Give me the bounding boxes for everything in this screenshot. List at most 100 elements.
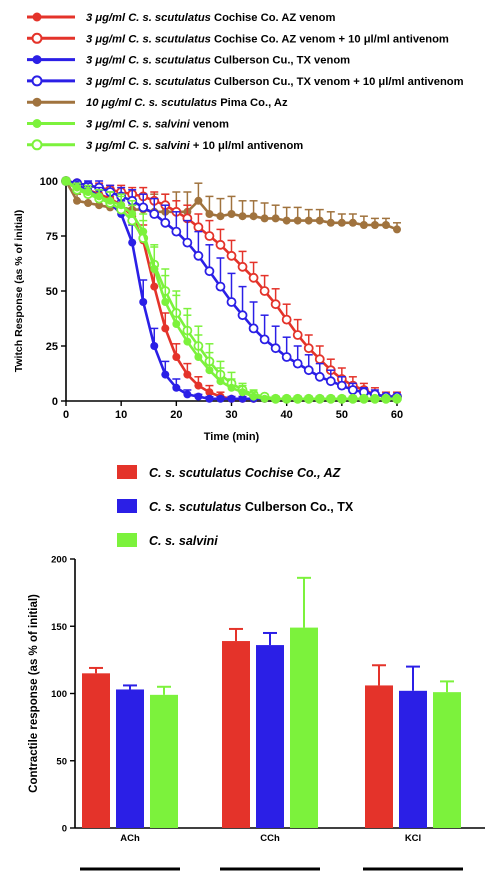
legend-color-swatch	[117, 533, 137, 547]
data-point-open	[314, 354, 325, 365]
data-point	[117, 201, 126, 210]
data-point	[238, 388, 247, 397]
data-point-open	[281, 352, 292, 362]
data-point	[205, 366, 214, 375]
data-point	[216, 377, 225, 386]
data-point	[62, 177, 70, 185]
data-point-open	[325, 376, 336, 387]
data-point	[205, 394, 214, 403]
data-point-open	[171, 226, 182, 237]
y-tick-label: 50	[56, 756, 67, 767]
data-point	[271, 214, 280, 223]
legend-label: 10 μg/ml C. s. scutulatus Pima Co., Az	[86, 97, 288, 109]
legend-marker-open	[31, 75, 43, 87]
data-point	[260, 394, 269, 403]
data-point-open	[292, 358, 303, 369]
data-point	[183, 370, 192, 379]
data-point-open	[204, 231, 215, 241]
legend-species: C. s. salvini	[128, 140, 190, 152]
x-tick-label: 0	[63, 409, 69, 421]
data-point-open	[149, 209, 160, 219]
bar	[116, 689, 144, 828]
x-tick-label: 10	[115, 409, 127, 421]
bar	[365, 685, 393, 828]
data-point	[194, 353, 203, 361]
x-tick-label: 60	[391, 409, 403, 421]
data-point	[227, 394, 236, 403]
legend-label: 3 μg/ml C. s. salvini venom	[86, 119, 229, 131]
data-point	[393, 394, 401, 403]
data-point	[293, 216, 302, 225]
data-point	[260, 214, 269, 223]
data-point	[183, 337, 192, 346]
legend-color-swatch	[117, 465, 137, 479]
data-point	[95, 192, 104, 201]
data-point	[348, 218, 357, 227]
data-point	[293, 394, 302, 403]
legend-dose: 3 μg/ml	[86, 140, 128, 152]
y-tick-label: 200	[51, 555, 67, 566]
data-point	[359, 394, 368, 403]
data-point	[95, 201, 104, 210]
bar	[222, 641, 250, 828]
y-tick-label: 25	[46, 341, 58, 353]
legend-detail: Cochise Co. AZ venom	[211, 12, 336, 24]
data-point-open	[270, 299, 281, 310]
data-point	[172, 320, 181, 328]
bar	[290, 627, 318, 828]
data-point	[304, 394, 313, 403]
legend-dose: 3 μg/ml	[86, 119, 128, 131]
data-point	[73, 183, 82, 192]
data-point	[139, 298, 148, 306]
data-point	[172, 353, 181, 361]
legend-detail: Pima Co., Az	[217, 97, 288, 109]
data-point-open	[281, 314, 292, 325]
data-point-open	[226, 297, 237, 307]
legend-marker-open	[31, 139, 43, 151]
data-point	[381, 221, 390, 229]
data-point	[337, 218, 346, 227]
bar	[399, 690, 427, 828]
x-category-label: ACh	[120, 833, 140, 844]
data-point	[106, 196, 115, 205]
data-point-open	[193, 222, 204, 233]
data-point	[172, 383, 181, 392]
data-point	[337, 394, 346, 403]
data-point	[161, 298, 170, 306]
y-tick-label: 50	[46, 286, 58, 298]
data-point	[249, 212, 258, 221]
data-point	[227, 383, 236, 392]
legend-species: C. s. scutulatus	[128, 33, 211, 45]
y-tick-label: 100	[51, 689, 67, 700]
legend-species: C. s. scutulatus	[149, 500, 241, 514]
data-point-open	[237, 261, 248, 272]
legend-detail: Cochise Co. AZ venom + 10 μl/ml antiveno…	[211, 33, 449, 45]
x-category-label: CCh	[260, 833, 280, 844]
legend-detail: Culberson Cu., TX venom	[211, 55, 350, 67]
y-axis-title: Contractile response (as % of initial)	[28, 594, 40, 793]
legend-color-swatch	[117, 499, 137, 513]
data-point	[150, 265, 159, 273]
data-point	[238, 212, 247, 221]
legend-detail: + 10 μl/ml antivenom	[190, 140, 304, 152]
data-point	[216, 212, 225, 221]
data-point	[194, 392, 203, 401]
x-axis-title: Time (min)	[204, 431, 260, 443]
legend-marker-open	[31, 32, 43, 44]
bar	[433, 692, 461, 828]
data-point-open	[237, 310, 248, 321]
data-point	[370, 394, 379, 403]
legend-label: 3 μg/ml C. s. scutulatus Cochise Co. AZ …	[86, 33, 449, 45]
bar	[256, 645, 284, 828]
data-point-open	[160, 217, 171, 228]
bar	[82, 673, 110, 828]
data-point	[348, 394, 357, 403]
data-point	[315, 394, 324, 403]
legend-label: 3 μg/ml C. s. scutulatus Cochise Co. AZ …	[86, 12, 335, 24]
legend-dose: 3 μg/ml	[86, 76, 128, 88]
data-point-open	[259, 334, 270, 345]
data-point-open	[248, 323, 259, 334]
legend-species: C. s. scutulatus	[149, 466, 241, 480]
data-point-open	[182, 237, 193, 248]
data-point	[194, 381, 203, 390]
